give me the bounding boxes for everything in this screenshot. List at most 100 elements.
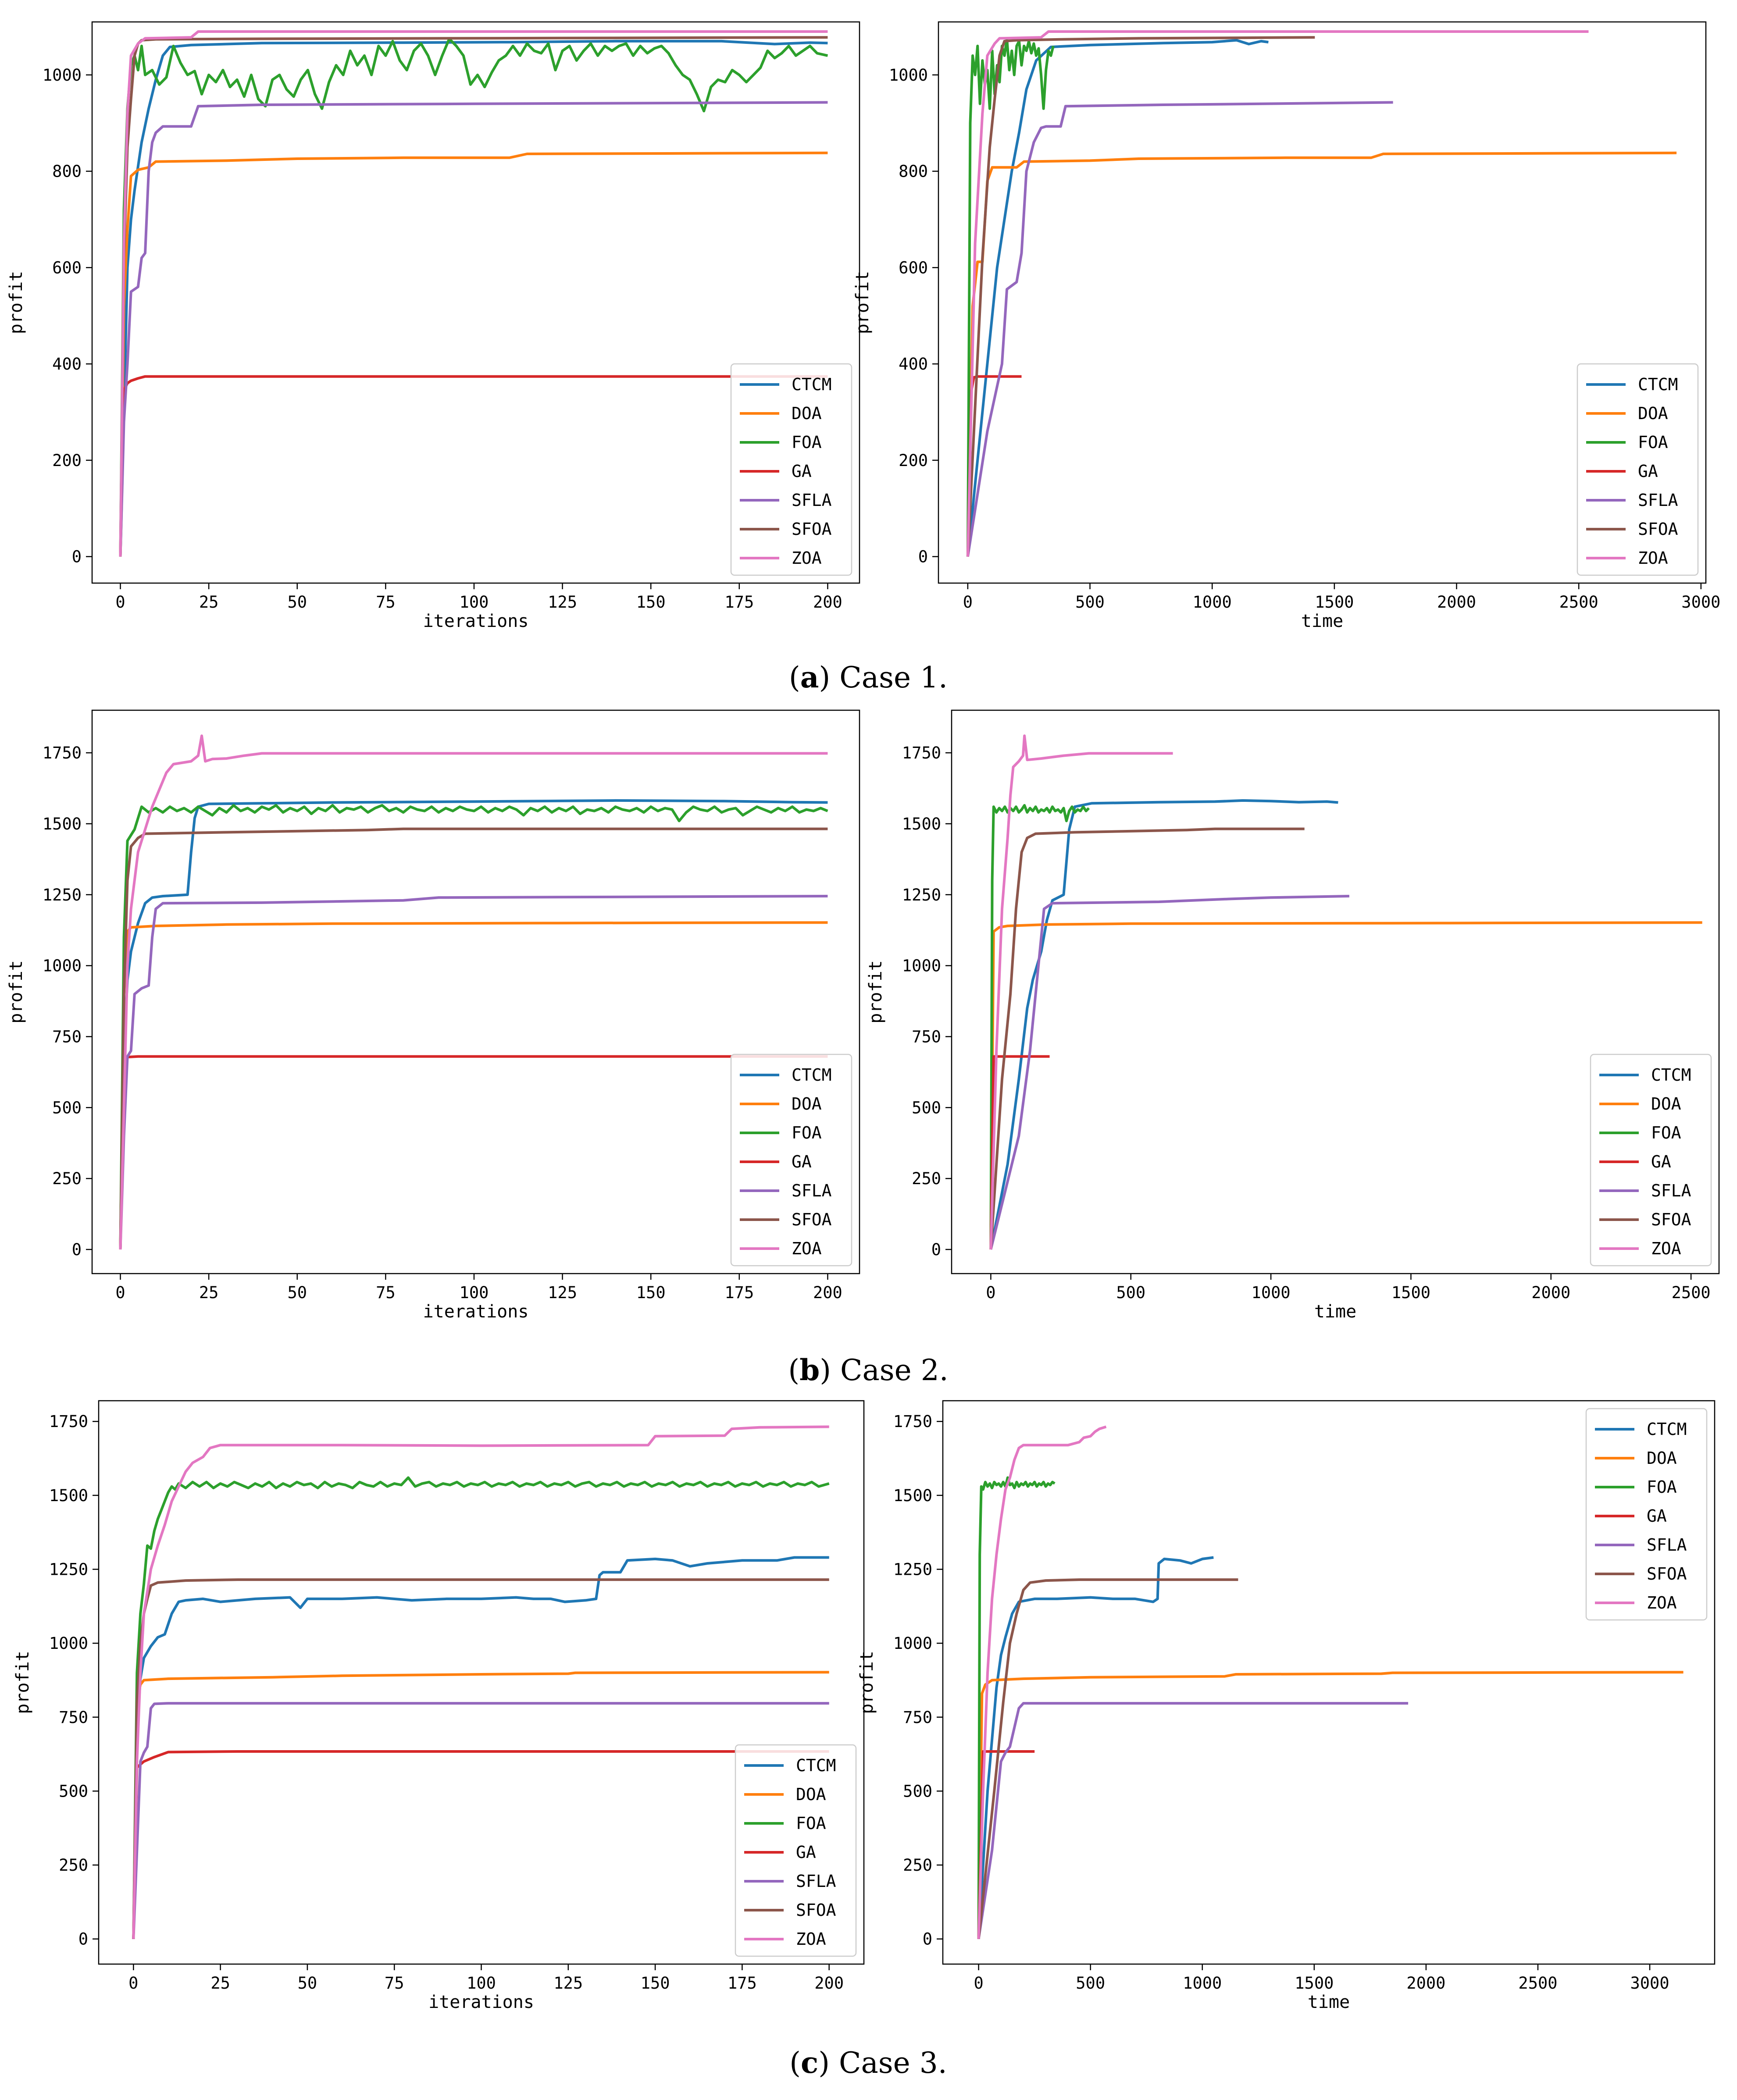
legend-label-sfla: SFLA: [1638, 491, 1678, 510]
caption-case-2: (b) Case 2.: [788, 1353, 948, 1387]
legend: CTCM DOA FOA GA SFLA SFOA ZOA: [1590, 1054, 1712, 1267]
y-tick-label: 1500: [43, 815, 82, 833]
series-line-zoa: [119, 734, 828, 1250]
series-line-sfoa: [119, 827, 828, 1250]
x-tick-label: 0: [974, 1974, 983, 1993]
legend-label-ctcm: CTCM: [1651, 1065, 1691, 1085]
caption-case-3-suffix: ) Case 3.: [818, 2046, 947, 2080]
x-tick-label: 1500: [1295, 1974, 1334, 1993]
chart-case1_iterations: 0 25 50 75 100 125 150 175 200 0 200 400 600 800 1000 i…: [6, 21, 860, 631]
y-tick-label: 1000: [49, 1634, 88, 1653]
legend-label-sfoa: SFOA: [1638, 520, 1678, 539]
y-tick-label: 1250: [893, 1560, 932, 1579]
y-axis-label: profit: [6, 960, 26, 1024]
y-tick-label: 400: [52, 355, 82, 374]
legend-label-sfla: SFLA: [792, 1181, 832, 1200]
series-line-doa: [966, 151, 1677, 557]
x-tick-label: 125: [548, 1283, 577, 1302]
y-axis-label: profit: [852, 271, 873, 335]
x-tick-label: 100: [460, 593, 489, 612]
legend: CTCM DOA FOA GA SFLA SFOA ZOA: [735, 1744, 857, 1957]
x-tick-label: 3000: [1681, 593, 1720, 612]
series-line-sfoa: [119, 36, 828, 557]
legend-label-sfoa: SFOA: [792, 1210, 832, 1229]
legend-label-sfla: SFLA: [792, 491, 832, 510]
legend-label-zoa: ZOA: [792, 548, 822, 568]
x-tick-label: 2000: [1437, 593, 1476, 612]
legend-label-doa: DOA: [792, 404, 822, 423]
series-line-zoa: [966, 30, 1589, 557]
legend-label-foa: FOA: [796, 1814, 826, 1833]
y-tick-label: 800: [52, 162, 82, 181]
legend-box: [1590, 1054, 1712, 1267]
caption-case-2-suffix: ) Case 2.: [820, 1353, 948, 1387]
legend-label-zoa: ZOA: [792, 1239, 822, 1258]
y-tick-label: 1000: [43, 66, 82, 85]
x-tick-label: 0: [986, 1283, 995, 1302]
legend-label-sfla: SFLA: [1651, 1181, 1691, 1200]
x-tick-label: 150: [636, 1283, 666, 1302]
series-line-foa: [119, 37, 828, 557]
plot-frame: [942, 1400, 1716, 1965]
legend-label-ga: GA: [796, 1843, 816, 1862]
y-tick-label: 1500: [902, 815, 941, 833]
x-tick-label: 75: [385, 1974, 404, 1993]
series-line-sfoa: [132, 1578, 829, 1939]
y-tick-label: 1000: [902, 957, 941, 975]
x-axis-label: iterations: [423, 1302, 529, 1322]
series-line-sfla: [977, 1702, 1409, 1940]
x-tick-label: 100: [460, 1283, 489, 1302]
x-tick-label: 25: [199, 1283, 219, 1302]
plot-frame: [91, 21, 860, 584]
series-line-sfla: [132, 1702, 829, 1939]
caption-case-3-label: c: [801, 2046, 818, 2080]
y-tick-label: 0: [72, 1240, 82, 1259]
legend-box: [1585, 1408, 1708, 1621]
series-line-sfoa: [966, 36, 1315, 557]
x-tick-label: 1000: [1183, 1974, 1222, 1993]
caption-case-1-suffix: ) Case 1.: [819, 661, 948, 694]
series-line-ctcm: [977, 1556, 1214, 1939]
x-axis-label: iterations: [423, 611, 529, 631]
x-tick-label: 200: [813, 1283, 842, 1302]
legend-label-ctcm: CTCM: [792, 375, 832, 394]
plot-frame: [91, 709, 860, 1274]
x-tick-label: 200: [814, 1974, 844, 1993]
legend: CTCM DOA FOA GA SFLA SFOA ZOA: [1585, 1408, 1708, 1621]
x-tick-label: 3000: [1630, 1974, 1669, 1993]
y-tick-label: 0: [72, 548, 82, 566]
y-tick-label: 250: [903, 1856, 932, 1875]
y-tick-label: 800: [899, 162, 928, 181]
caption-case-3-prefix: (: [789, 2046, 801, 2080]
x-tick-label: 500: [1116, 1283, 1145, 1302]
legend-label-ctcm: CTCM: [792, 1065, 832, 1085]
y-axis-label: profit: [866, 960, 886, 1024]
x-tick-label: 2000: [1406, 1974, 1445, 1993]
legend-label-sfla: SFLA: [1647, 1535, 1687, 1555]
x-axis-label: iterations: [428, 1992, 534, 2012]
legend-label-doa: DOA: [1651, 1094, 1681, 1114]
legend-label-ga: GA: [1651, 1152, 1671, 1171]
series-line-zoa: [119, 30, 828, 557]
y-tick-label: 1250: [902, 886, 941, 904]
series-line-sfla: [119, 895, 828, 1250]
series-line-doa: [119, 921, 828, 1250]
y-axis-label: profit: [6, 271, 26, 335]
caption-case-2-prefix: (: [788, 1353, 799, 1387]
y-tick-label: 0: [931, 1240, 941, 1259]
y-tick-label: 500: [912, 1098, 941, 1117]
series-line-zoa: [132, 1425, 829, 1939]
y-tick-label: 0: [923, 1930, 932, 1949]
y-tick-label: 750: [52, 1027, 82, 1046]
series-line-doa: [119, 151, 828, 557]
series-line-ga: [119, 375, 828, 557]
y-tick-label: 1000: [43, 957, 82, 975]
series-line-ctcm: [119, 39, 828, 557]
legend-label-foa: FOA: [1638, 433, 1668, 452]
y-tick-label: 250: [59, 1856, 88, 1875]
plot-frame: [951, 709, 1720, 1274]
x-tick-label: 50: [287, 1283, 307, 1302]
y-tick-label: 1750: [49, 1412, 88, 1431]
series-line-doa: [989, 921, 1702, 1250]
legend: CTCM DOA FOA GA SFLA SFOA ZOA: [730, 1054, 852, 1267]
